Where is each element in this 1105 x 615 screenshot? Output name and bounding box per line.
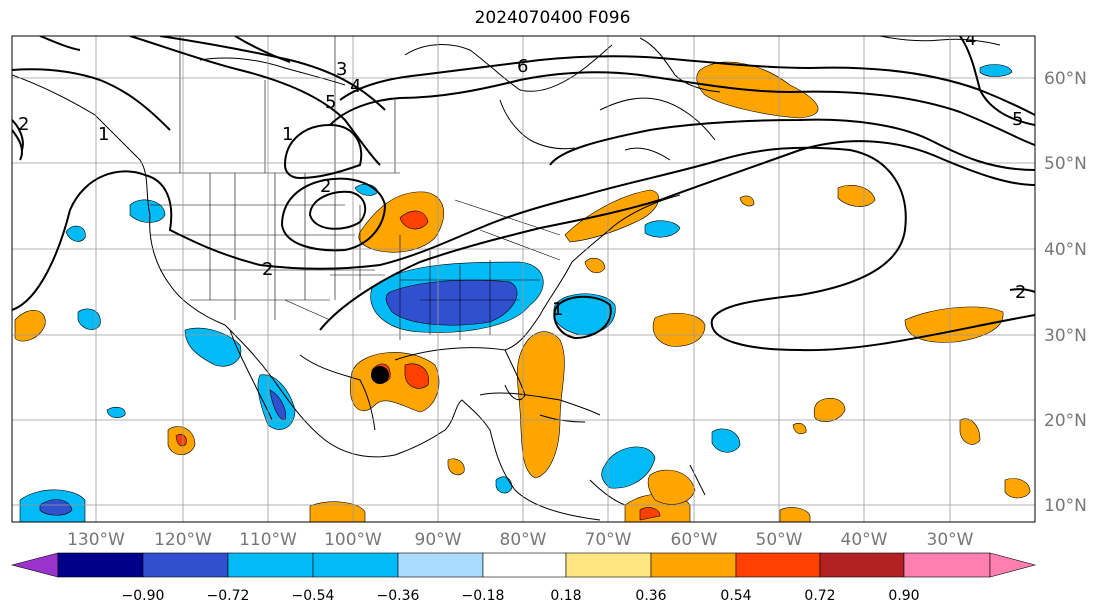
colorbar-tick-label: −0.72 — [207, 588, 250, 604]
contour-label: 5 — [1012, 109, 1023, 130]
colorbar-segment — [565, 552, 652, 578]
colorbar-segment — [142, 552, 229, 578]
colorbar-tick-label: 0.90 — [888, 588, 919, 604]
contour-label: 6 — [517, 56, 528, 77]
map-frame — [11, 35, 1036, 523]
contour-label: 2 — [18, 114, 29, 135]
positive-anomaly-shading — [14, 61, 1031, 522]
colorbar-tick-label: 0.72 — [804, 588, 835, 604]
contour-label: 2 — [1015, 282, 1026, 303]
lon-label: 50°W — [756, 530, 803, 550]
lon-label: 80°W — [500, 530, 547, 550]
negative-anomaly-shading — [19, 64, 1013, 522]
colorbar-tick-label: −0.54 — [292, 588, 335, 604]
colorbar — [10, 552, 1037, 578]
lon-label: 90°W — [415, 530, 462, 550]
contour-label: 1 — [282, 124, 293, 145]
lat-label: 50°N — [1044, 154, 1087, 174]
contour-label: 1 — [552, 299, 563, 320]
colorbar-extend-low — [10, 552, 59, 578]
colorbar-tick-label: 0.18 — [550, 588, 581, 604]
contour-lines — [12, 36, 1035, 352]
contour-labels: 1 2 2 3 4 5 6 4 5 2 1 1 2 — [18, 29, 1026, 320]
colorbar-ticks: −0.90 −0.72 −0.54 −0.36 −0.18 0.18 0.36 … — [122, 588, 920, 604]
colorbar-segment — [482, 552, 567, 578]
colorbar-tick-label: −0.36 — [377, 588, 420, 604]
contour-label: 1 — [98, 124, 109, 145]
colorbar-segment — [650, 552, 737, 578]
lon-label: 120°W — [154, 530, 212, 550]
colorbar-extend-high — [989, 552, 1037, 578]
lon-label: 60°W — [671, 530, 718, 550]
colorbar-segment — [819, 552, 905, 578]
colorbar-segment — [735, 552, 821, 578]
colorbar-segment — [57, 552, 144, 578]
gridlines — [12, 36, 1035, 522]
contour-label: 5 — [325, 92, 336, 113]
colorbar-tick-label: 0.54 — [720, 588, 751, 604]
longitude-labels: 130°W 120°W 110°W 100°W 90°W 80°W 70°W 6… — [67, 530, 974, 550]
map-title: 2024070400 F096 — [474, 8, 631, 28]
colorbar-segment — [227, 552, 314, 578]
lon-label: 40°W — [841, 530, 888, 550]
contour-label: 4 — [965, 29, 976, 50]
lat-label: 20°N — [1044, 411, 1087, 431]
colorbar-segment — [903, 552, 991, 578]
contour-label: 4 — [350, 76, 361, 97]
lat-label: 60°N — [1044, 69, 1087, 89]
lon-label: 130°W — [67, 530, 125, 550]
colorbar-segment — [312, 552, 399, 578]
colorbar-tick-label: −0.18 — [462, 588, 505, 604]
contour-label: 3 — [336, 59, 347, 80]
lat-label: 10°N — [1044, 496, 1087, 516]
colorbar-tick-label: 0.36 — [635, 588, 666, 604]
colorbar-segment — [397, 552, 484, 578]
lat-label: 40°N — [1044, 240, 1087, 260]
contour-label: 2 — [262, 259, 273, 280]
lon-label: 30°W — [927, 530, 974, 550]
lat-label: 30°N — [1044, 326, 1087, 346]
lon-label: 100°W — [324, 530, 382, 550]
latitude-labels: 60°N 50°N 40°N 30°N 20°N 10°N — [1044, 69, 1087, 516]
lon-label: 110°W — [239, 530, 297, 550]
map-panel: 1 2 2 3 4 5 6 4 5 2 1 1 2 — [12, 29, 1035, 522]
colorbar-tick-label: −0.90 — [122, 588, 165, 604]
storm-center-marker — [371, 366, 389, 384]
contour-label: 2 — [320, 176, 331, 197]
lon-label: 70°W — [585, 530, 632, 550]
